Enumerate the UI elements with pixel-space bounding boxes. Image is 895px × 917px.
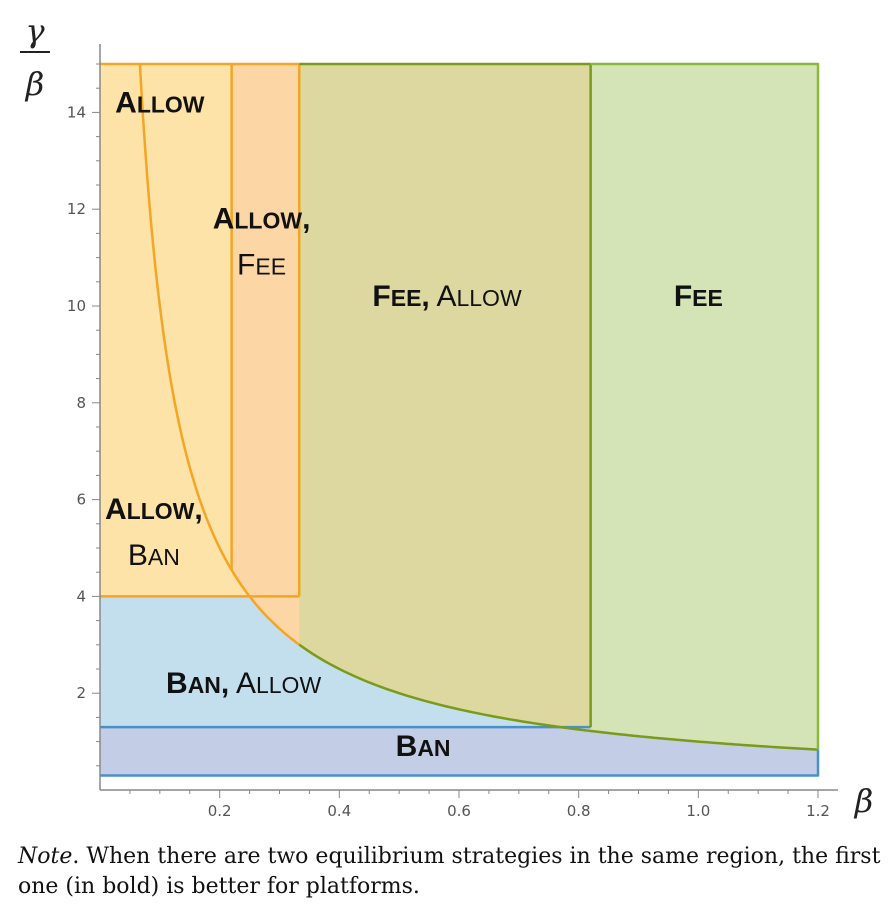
region-label-primary: ALLOW, bbox=[213, 203, 311, 236]
curve-upper-line bbox=[138, 63, 300, 646]
x-tick-label: 1.2 bbox=[806, 802, 830, 820]
region-label-allow-fee: ALLOW, FEE bbox=[213, 203, 311, 282]
y-tick-label: 4 bbox=[76, 587, 86, 605]
y-tick-label: 14 bbox=[67, 103, 86, 121]
region-label-secondary: BAN bbox=[128, 539, 180, 572]
x-axis-label: β bbox=[854, 782, 874, 820]
region-label-ban: BAN bbox=[396, 730, 451, 763]
region-ban-allow bbox=[100, 596, 591, 728]
y-tick-label: 12 bbox=[67, 200, 86, 218]
figure-note: Note. When there are two equilibrium str… bbox=[18, 842, 888, 902]
region-fee bbox=[560, 64, 818, 750]
y-tick-label: 2 bbox=[76, 684, 86, 702]
region-labels-layer: ALLOW ALLOW, FEE ALLOW, BAN FEE, ALLOW FEE BAN,… bbox=[105, 86, 723, 763]
region-label-allow: ALLOW bbox=[115, 86, 205, 119]
regions-layer bbox=[100, 64, 818, 776]
ban-bottom-line bbox=[100, 749, 820, 777]
axis-titles: γ β β bbox=[20, 12, 873, 820]
region-ban bbox=[100, 727, 818, 776]
region-label-allow-ban: ALLOW, BAN bbox=[105, 493, 203, 572]
region-label-secondary: FEE bbox=[237, 249, 286, 282]
y-axis-label-numerator: γ bbox=[25, 12, 45, 50]
boundary-lines-layer bbox=[100, 62, 820, 777]
curve-lower-line bbox=[298, 643, 819, 751]
fee-border-line bbox=[590, 62, 820, 750]
note-lead: Note bbox=[18, 844, 73, 869]
region-label-text: FEE, ALLOW bbox=[372, 280, 522, 313]
x-tick-label: 0.8 bbox=[567, 802, 591, 820]
x-tick-label: 0.6 bbox=[447, 802, 471, 820]
y-tick-label: 10 bbox=[67, 297, 86, 315]
x-tick-label: 0.4 bbox=[327, 802, 351, 820]
note-text: . When there are two equilibrium strateg… bbox=[18, 844, 881, 899]
y-tick-label: 6 bbox=[76, 491, 86, 509]
region-label-primary: ALLOW, bbox=[105, 493, 203, 526]
region-label-fee-allow: FEE, ALLOW bbox=[372, 280, 522, 313]
x-tick-label: 0.2 bbox=[208, 802, 232, 820]
y-axis-label-denominator: β bbox=[25, 65, 45, 103]
y-tick-label: 8 bbox=[76, 394, 86, 412]
region-label-fee: FEE bbox=[674, 280, 723, 313]
x-tick-label: 1.0 bbox=[686, 802, 710, 820]
region-label-text: BAN bbox=[396, 730, 451, 763]
region-allow-fee bbox=[231, 64, 300, 645]
region-label-text: ALLOW bbox=[115, 86, 205, 119]
equilibrium-chart: 0.2 0.4 0.6 0.8 1.0 1.2 2 4 6 8 10 12 14 ALLOW ALLOW,… bbox=[20, 12, 873, 820]
region-label-text: FEE bbox=[674, 280, 723, 313]
axes-layer: 0.2 0.4 0.6 0.8 1.0 1.2 2 4 6 8 10 12 14 bbox=[67, 44, 838, 820]
region-label-ban-allow: BAN, ALLOW bbox=[166, 667, 321, 700]
region-label-text: BAN, ALLOW bbox=[166, 667, 321, 700]
region-fee-allow bbox=[299, 64, 591, 728]
region-allow bbox=[139, 64, 232, 570]
